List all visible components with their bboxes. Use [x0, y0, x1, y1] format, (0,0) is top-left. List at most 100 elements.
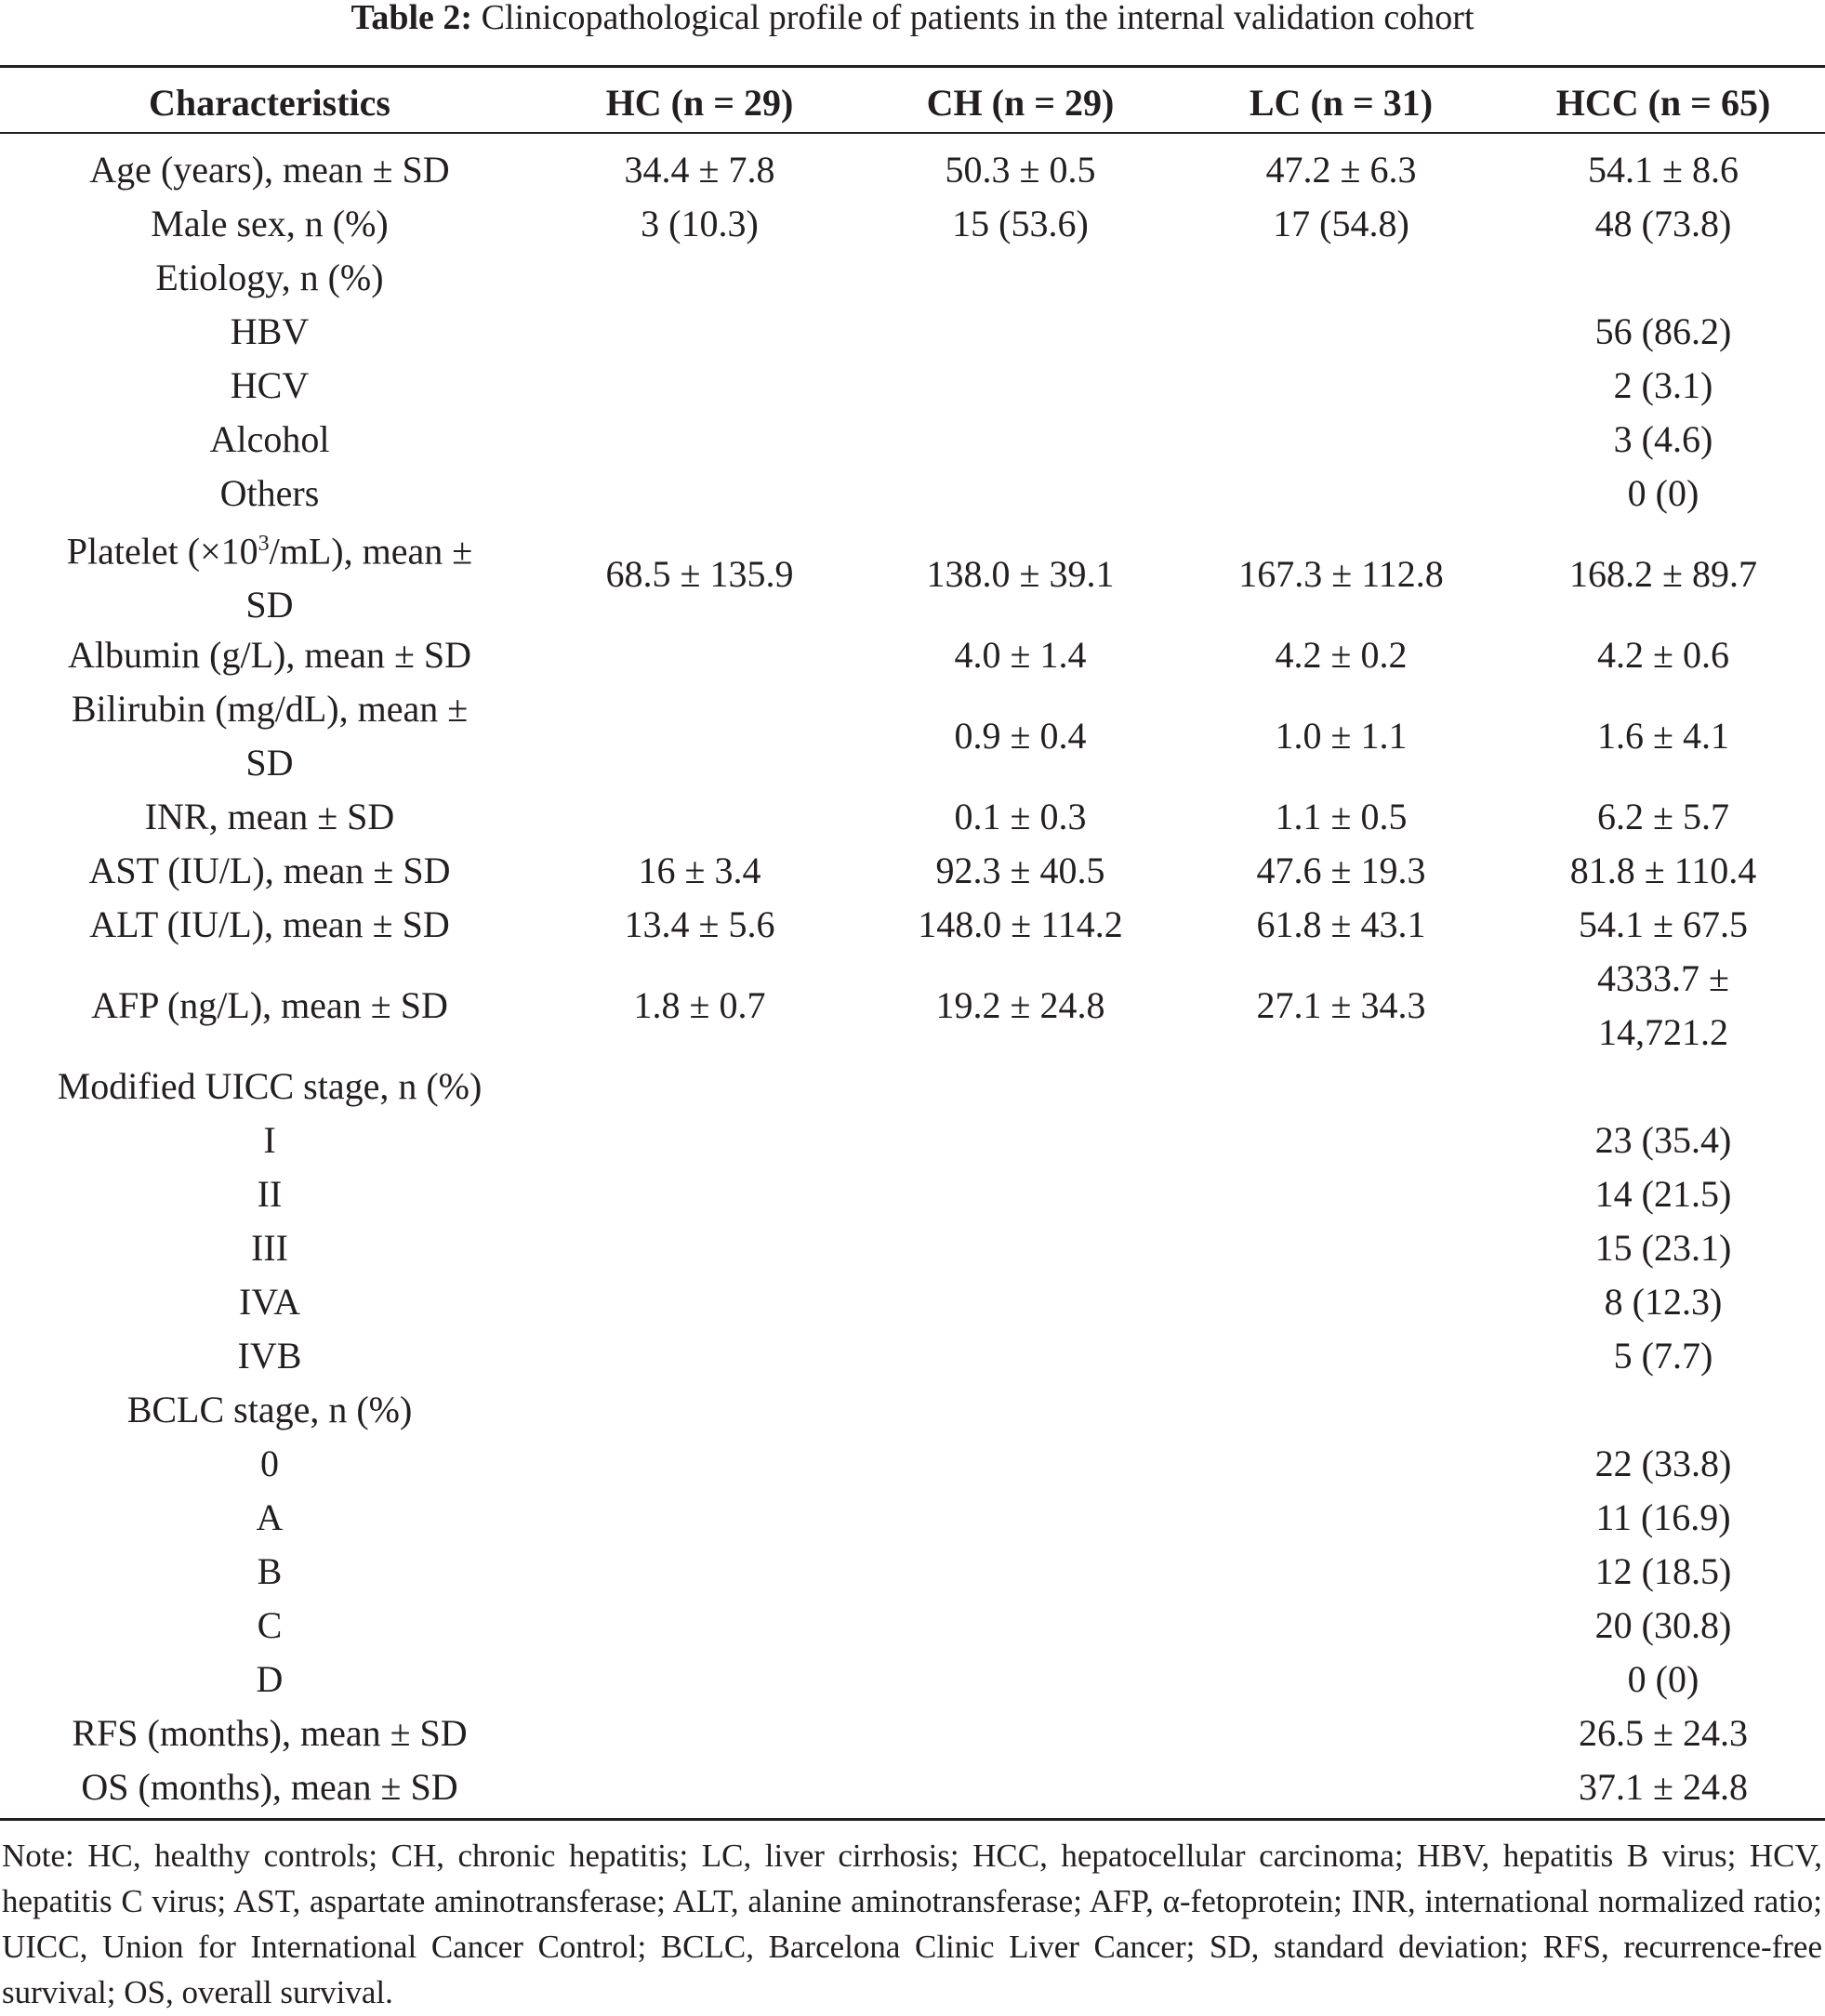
row-label: HBV: [230, 310, 310, 352]
cell-hcc: 1.6 ± 4.1: [1597, 715, 1729, 757]
cell-ch: [860, 1275, 1181, 1329]
value-line: 14,721.2: [1598, 1011, 1728, 1053]
cell-hcc: 6.2 ± 5.7: [1597, 796, 1729, 837]
cell-lc: 61.8 ± 43.1: [1256, 903, 1426, 945]
cell-hc: [539, 1383, 860, 1437]
cell-lc: 47.2 ± 6.3: [1265, 149, 1417, 191]
cell-hc: 3 (10.3): [641, 203, 759, 244]
cell-hc: [539, 1167, 860, 1221]
cell-lc: [1181, 251, 1501, 305]
row-label: OS (months), mean ± SD: [81, 1766, 458, 1808]
cell-ch: [860, 1113, 1181, 1167]
cell-hc: [539, 1545, 860, 1599]
cell-ch: [860, 1599, 1181, 1653]
cell-hc: [539, 790, 860, 844]
cell-ch: 4.0 ± 1.4: [954, 634, 1087, 676]
cell-hc: [539, 682, 860, 790]
cell-hc: [539, 467, 860, 520]
cell-lc: [1181, 1113, 1501, 1167]
cell-hcc: 5 (7.7): [1613, 1335, 1713, 1377]
cell-hc: 34.4 ± 7.8: [624, 149, 775, 191]
cell-ch: [860, 1760, 1181, 1814]
row-label: AST (IU/L), mean ± SD: [88, 850, 451, 891]
cell-lc: 1.1 ± 0.5: [1275, 796, 1408, 837]
cell-ch: [860, 1221, 1181, 1275]
cell-hc: [539, 1329, 860, 1383]
cell-hcc: 2 (3.1): [1613, 364, 1713, 406]
cell-ch: 92.3 ± 40.5: [935, 850, 1105, 891]
cell-hc: [539, 413, 860, 467]
row-label: INR, mean ± SD: [144, 796, 395, 837]
row-label: Age (years), mean ± SD: [89, 149, 450, 191]
cell-hc: [539, 359, 860, 413]
cell-lc: [1181, 1221, 1501, 1275]
cell-ch: 138.0 ± 39.1: [926, 553, 1115, 595]
cell-ch: [860, 251, 1181, 305]
cell-lc: [1181, 1275, 1501, 1329]
cell-ch: [860, 467, 1181, 520]
cell-lc: [1181, 1491, 1501, 1545]
row-label: Bilirubin (mg/dL), mean ± SD: [0, 682, 539, 790]
label-line: Platelet (×103/mL), mean ±: [66, 530, 473, 573]
cell-lc: 167.3 ± 112.8: [1238, 553, 1444, 595]
row-label: Others: [219, 472, 320, 514]
cell-hcc: [1501, 251, 1825, 305]
cell-ch: 15 (53.6): [952, 203, 1089, 244]
cell-ch: [860, 1706, 1181, 1760]
row-label: ALT (IU/L), mean ± SD: [89, 903, 450, 945]
row-label: Etiology, n (%): [155, 257, 384, 298]
row-label: HCV: [230, 364, 310, 406]
cell-hcc: 48 (73.8): [1594, 203, 1732, 244]
cell-hcc: 8 (12.3): [1604, 1281, 1723, 1323]
row-label: B: [257, 1550, 283, 1592]
cell-lc: [1181, 1437, 1501, 1491]
table-note: Note: HC, healthy controls; CH, chronic …: [2, 1838, 1822, 2010]
cell-lc: [1181, 305, 1501, 359]
cell-hcc: 15 (23.1): [1594, 1227, 1732, 1269]
row-label: 0: [260, 1443, 279, 1484]
cell-hcc: 4.2 ± 0.6: [1597, 634, 1729, 676]
cell-ch: [860, 1491, 1181, 1545]
cell-hcc: 26.5 ± 24.3: [1579, 1712, 1748, 1754]
cell-hc: [539, 1060, 860, 1113]
cell-hcc: [1501, 1060, 1825, 1113]
row-label: Modified UICC stage, n (%): [57, 1065, 483, 1107]
cell-lc: [1181, 1653, 1501, 1706]
cell-hcc: 14 (21.5): [1594, 1173, 1732, 1215]
header-characteristics: Characteristics: [149, 82, 390, 124]
cell-lc: [1181, 1545, 1501, 1599]
cell-ch: [860, 359, 1181, 413]
bottom-rule: [0, 1818, 1825, 1821]
cell-ch: [860, 1383, 1181, 1437]
cell-hc: 1.8 ± 0.7: [633, 984, 766, 1026]
cell-hc: [539, 1275, 860, 1329]
value-line: 4333.7 ±: [1597, 957, 1729, 999]
cell-lc: 47.6 ± 19.3: [1256, 850, 1426, 891]
cell-hcc: 168.2 ± 89.7: [1569, 553, 1757, 595]
cell-hc: [539, 1491, 860, 1545]
cell-hc: [539, 1760, 860, 1814]
cell-hc: 13.4 ± 5.6: [624, 903, 775, 945]
top-rule: [0, 65, 1825, 68]
cell-hcc: 12 (18.5): [1594, 1550, 1732, 1592]
cell-hc: [539, 628, 860, 682]
cell-ch: 0.9 ± 0.4: [954, 715, 1087, 757]
cell-ch: 148.0 ± 114.2: [918, 903, 1123, 945]
cell-hc: [539, 1599, 860, 1653]
cell-hcc: 37.1 ± 24.8: [1579, 1766, 1748, 1808]
cell-lc: 4.2 ± 0.2: [1275, 634, 1408, 676]
row-label: BCLC stage, n (%): [126, 1389, 413, 1430]
cell-lc: 27.1 ± 34.3: [1256, 984, 1426, 1026]
cell-hcc: 3 (4.6): [1613, 418, 1713, 460]
row-label: D: [256, 1658, 284, 1700]
caption-text: Clinicopathological profile of patients …: [481, 0, 1475, 37]
cell-lc: 1.0 ± 1.1: [1275, 715, 1408, 757]
label-line: SD: [245, 742, 294, 784]
header-hc: HC (n = 29): [605, 82, 794, 124]
cell-hc: [539, 1706, 860, 1760]
cell-hc: [539, 251, 860, 305]
cell-hcc: 4333.7 ± 14,721.2: [1501, 952, 1825, 1060]
cell-ch: [860, 1545, 1181, 1599]
cell-hc: [539, 305, 860, 359]
table-caption: Table 2: Clinicopathological profile of …: [0, 0, 1825, 37]
